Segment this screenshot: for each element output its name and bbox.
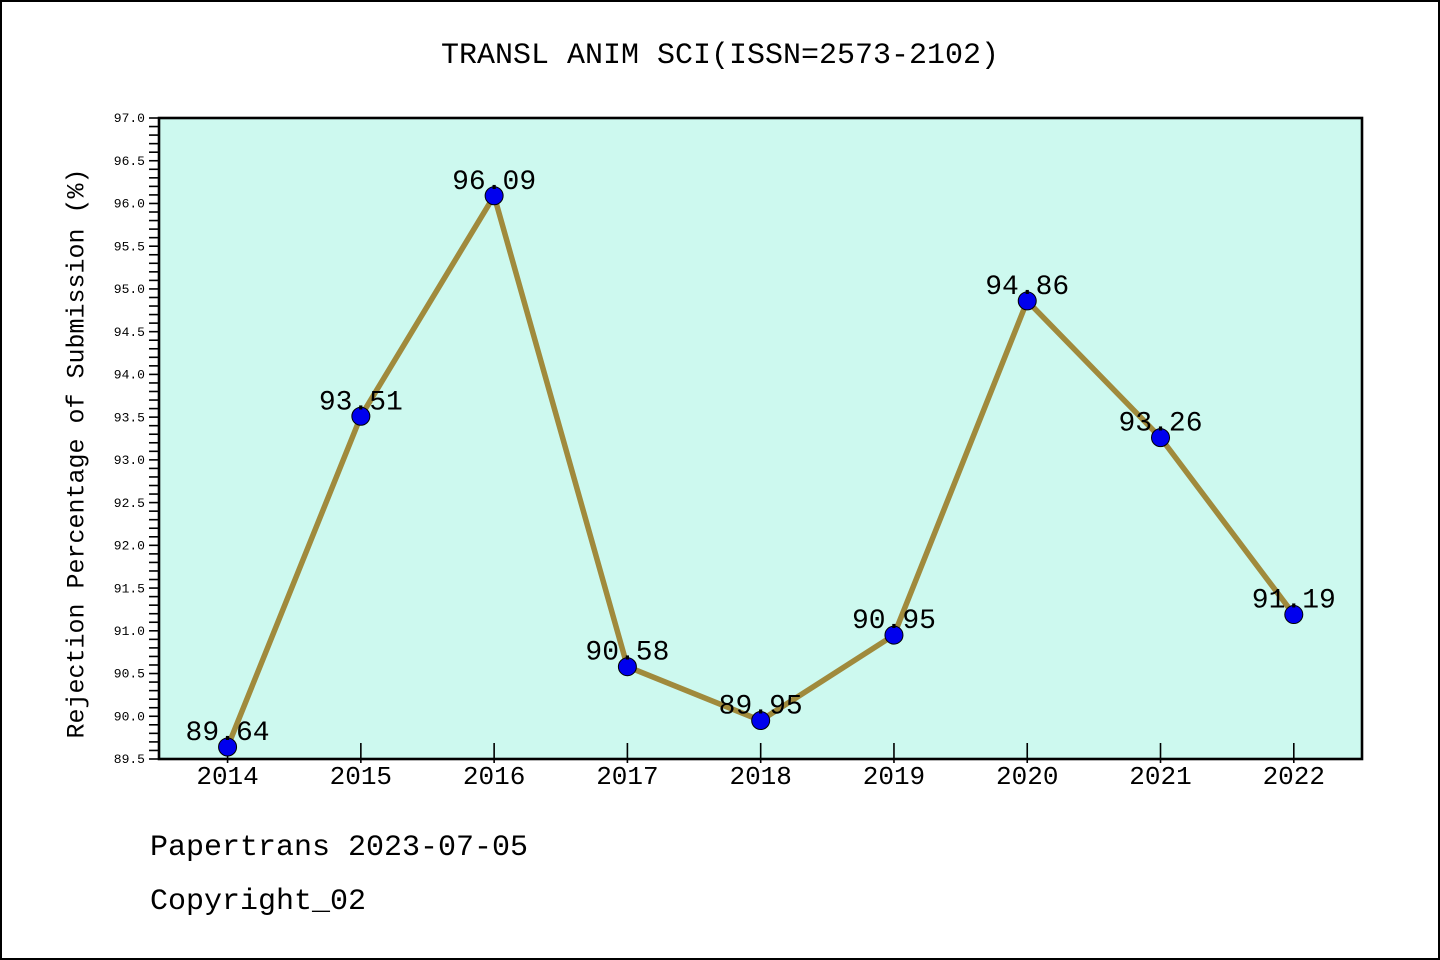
svg-text:2015: 2015 (330, 762, 392, 792)
svg-text:90.0: 90.0 (114, 709, 145, 724)
svg-text:94.86: 94.86 (985, 272, 1069, 303)
svg-text:2019: 2019 (863, 762, 925, 792)
svg-text:89.5: 89.5 (114, 752, 145, 767)
svg-text:91.0: 91.0 (114, 624, 145, 639)
svg-text:96.5: 96.5 (114, 154, 145, 169)
svg-text:96.09: 96.09 (452, 167, 536, 198)
svg-text:93.5: 93.5 (114, 410, 145, 425)
svg-text:94.0: 94.0 (114, 368, 145, 383)
svg-text:93.51: 93.51 (319, 387, 403, 418)
svg-text:93.26: 93.26 (1119, 409, 1203, 440)
svg-text:92.0: 92.0 (114, 539, 145, 554)
svg-text:2020: 2020 (996, 762, 1058, 792)
svg-text:94.5: 94.5 (114, 325, 145, 340)
svg-text:90.58: 90.58 (585, 638, 669, 669)
svg-text:95.5: 95.5 (114, 239, 145, 254)
svg-text:97.0: 97.0 (114, 111, 145, 126)
svg-text:95.0: 95.0 (114, 282, 145, 297)
svg-text:2018: 2018 (729, 762, 791, 792)
svg-text:89.95: 89.95 (719, 692, 803, 723)
svg-text:91.19: 91.19 (1252, 586, 1336, 617)
svg-text:93.0: 93.0 (114, 453, 145, 468)
svg-text:2017: 2017 (596, 762, 658, 792)
svg-text:96.0: 96.0 (114, 197, 145, 212)
svg-text:2022: 2022 (1263, 762, 1325, 792)
svg-text:89.64: 89.64 (186, 718, 270, 749)
svg-text:2016: 2016 (463, 762, 525, 792)
svg-text:2014: 2014 (196, 762, 258, 792)
svg-text:91.5: 91.5 (114, 581, 145, 596)
svg-text:92.5: 92.5 (114, 496, 145, 511)
svg-text:90.95: 90.95 (852, 606, 936, 637)
svg-text:90.5: 90.5 (114, 667, 145, 682)
svg-text:2021: 2021 (1129, 762, 1191, 792)
